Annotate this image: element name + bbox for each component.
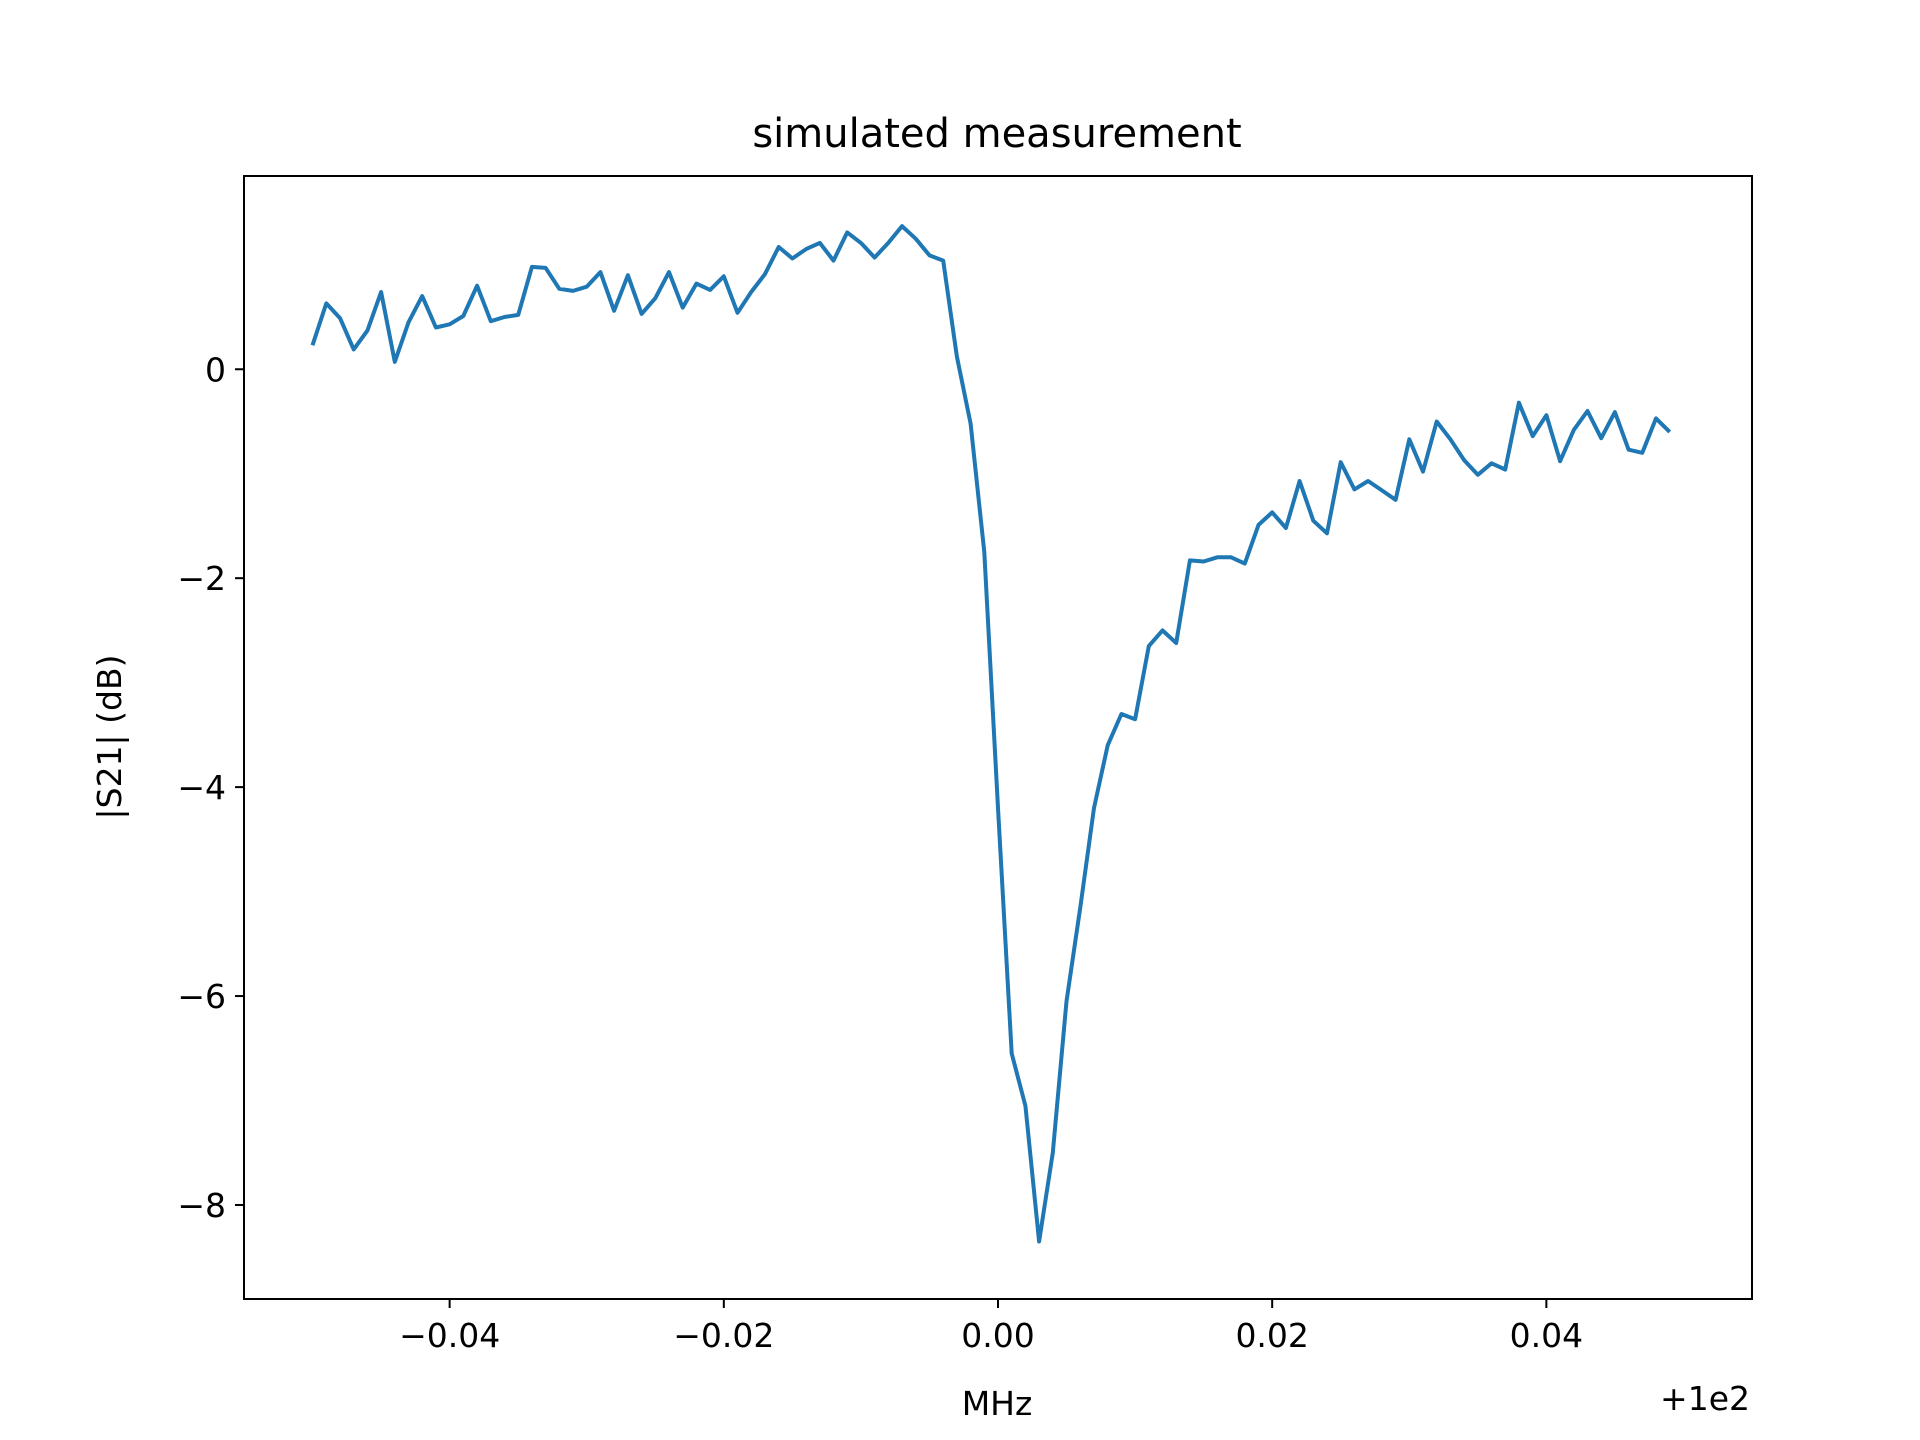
plot-area-frame <box>243 175 1753 1300</box>
x-tick-label: 0.00 <box>961 1316 1034 1355</box>
y-axis-ticks: 0 −2 −4 −6 −8 <box>177 350 244 1225</box>
x-tick-label: 0.02 <box>1235 1316 1308 1355</box>
x-tick-label: −0.04 <box>399 1316 500 1355</box>
chart-title: simulated measurement <box>752 111 1241 157</box>
y-tick-label: −4 <box>177 768 226 807</box>
y-tick-label: −8 <box>177 1186 226 1225</box>
x-tick-label: 0.04 <box>1510 1316 1583 1355</box>
y-tick-label: 0 <box>205 350 226 389</box>
x-axis-ticks: −0.04 −0.02 0.00 0.02 0.04 <box>399 1299 1583 1355</box>
y-axis-label: |S21| (dB) <box>90 655 129 820</box>
series-line <box>310 224 1672 1244</box>
y-tick-label: −6 <box>177 977 226 1016</box>
x-axis-label: MHz <box>962 1384 1033 1423</box>
y-tick-label: −2 <box>177 559 226 598</box>
x-axis-offset-label: +1e2 <box>1660 1379 1750 1418</box>
x-tick-label: −0.02 <box>673 1316 774 1355</box>
